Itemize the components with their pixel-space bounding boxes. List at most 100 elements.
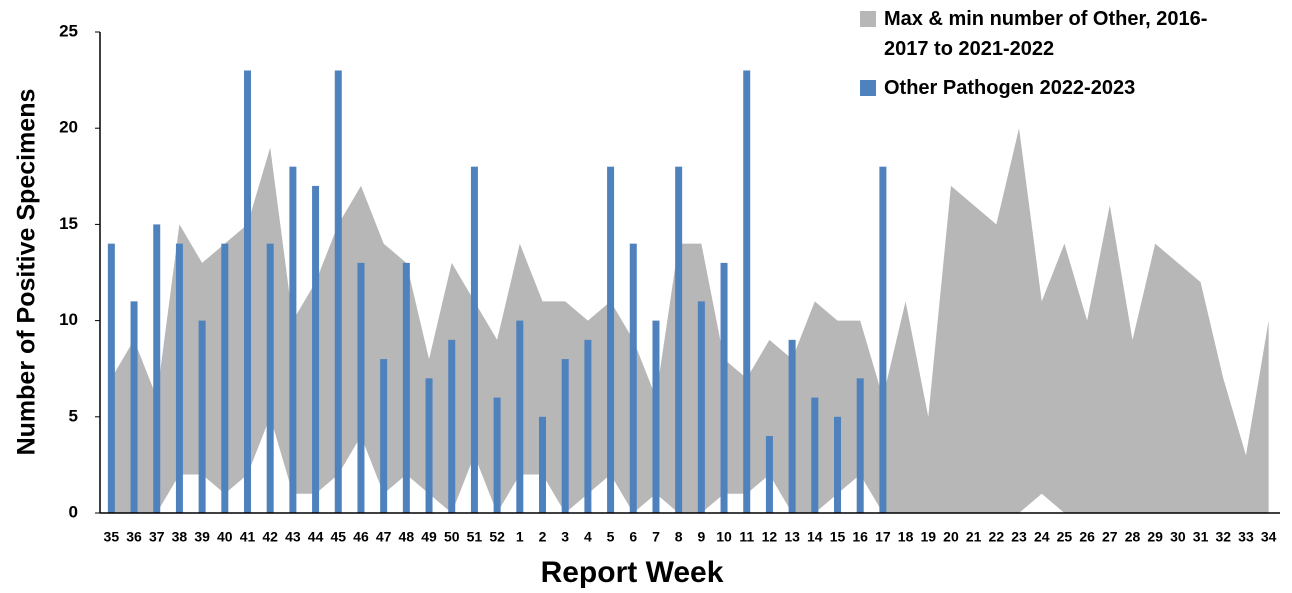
x-tick-label: 12: [762, 529, 778, 545]
bar: [470, 166, 478, 513]
x-tick-label: 43: [285, 529, 301, 545]
bar: [402, 262, 410, 513]
bar: [289, 166, 297, 513]
legend-item: Other Pathogen 2022-2023: [860, 73, 1214, 103]
x-tick-label: 34: [1261, 529, 1277, 545]
x-tick-label: 13: [784, 529, 800, 545]
bar: [107, 243, 115, 513]
bar: [675, 166, 683, 513]
bar: [629, 243, 637, 513]
x-tick-label: 51: [467, 529, 483, 545]
x-tick-label: 18: [898, 529, 914, 545]
range-area: [111, 128, 1269, 513]
x-tick-label: 36: [126, 529, 142, 545]
x-tick-label: 42: [262, 529, 278, 545]
y-axis-title: Number of Positive Specimens: [13, 89, 41, 456]
legend-item: Max & min number of Other, 2016-2017 to …: [860, 4, 1214, 64]
bar: [312, 185, 320, 514]
bar: [516, 320, 524, 513]
bar: [834, 416, 841, 513]
x-tick-label: 26: [1079, 529, 1095, 545]
x-tick-label: 37: [149, 529, 165, 545]
legend-label: Max & min number of Other, 2016-2017 to …: [884, 8, 1208, 60]
legend-swatch: [860, 80, 876, 96]
x-tick-label: 32: [1215, 529, 1231, 545]
bar: [130, 301, 138, 513]
y-tick-label: 25: [59, 21, 78, 40]
x-tick-label: 9: [697, 529, 705, 545]
bar: [244, 70, 251, 513]
x-tick-label: 1: [516, 529, 524, 545]
x-tick-label: 10: [716, 529, 732, 545]
x-tick-label: 48: [399, 529, 415, 545]
x-tick-label: 21: [966, 529, 982, 545]
y-tick-label: 10: [59, 310, 78, 329]
bar: [539, 416, 546, 513]
x-tick-label: 3: [561, 529, 569, 545]
bar: [697, 301, 705, 513]
bar: [493, 397, 501, 513]
x-tick-label: 47: [376, 529, 392, 545]
x-tick-label: 41: [240, 529, 256, 545]
y-tick-label: 5: [69, 406, 78, 425]
y-tick-label: 20: [59, 118, 78, 137]
x-tick-label: 11: [739, 529, 754, 545]
bar: [561, 359, 569, 513]
x-tick-label: 17: [875, 529, 891, 545]
x-tick-label: 15: [830, 529, 846, 545]
x-tick-label: 24: [1034, 529, 1050, 545]
bar: [448, 339, 456, 513]
bar: [425, 378, 433, 513]
x-tick-label: 5: [607, 529, 615, 545]
x-tick-label: 16: [852, 529, 868, 545]
bar: [856, 378, 864, 513]
x-tick-label: 2: [539, 529, 547, 545]
bar: [811, 397, 819, 513]
legend-swatch: [860, 11, 876, 27]
bar: [198, 320, 206, 513]
x-tick-label: 52: [489, 529, 505, 545]
bar: [652, 320, 660, 513]
x-tick-label: 14: [807, 529, 823, 545]
bar: [584, 339, 592, 513]
x-tick-label: 7: [652, 529, 660, 545]
bar: [788, 339, 796, 513]
bar: [153, 224, 161, 513]
x-tick-label: 20: [943, 529, 959, 545]
x-tick-label: 28: [1125, 529, 1141, 545]
x-tick-label: 40: [217, 529, 233, 545]
x-tick-label: 49: [421, 529, 437, 545]
bar: [720, 262, 728, 513]
x-tick-label: 30: [1170, 529, 1186, 545]
x-axis-title: Report Week: [541, 556, 724, 589]
x-tick-label: 39: [194, 529, 210, 545]
bar: [607, 166, 615, 513]
bar: [380, 359, 388, 513]
x-tick-label: 25: [1057, 529, 1073, 545]
bar: [879, 166, 887, 513]
x-tick-label: 19: [920, 529, 936, 545]
x-tick-label: 29: [1147, 529, 1163, 545]
bar: [221, 243, 229, 513]
x-tick-label: 27: [1102, 529, 1118, 545]
y-tick-label: 0: [69, 502, 78, 521]
x-tick-label: 38: [172, 529, 188, 545]
bar: [334, 70, 342, 513]
y-tick-label: 15: [59, 214, 78, 233]
x-tick-label: 22: [989, 529, 1005, 545]
bar: [357, 262, 365, 513]
bar: [175, 243, 183, 513]
x-tick-label: 31: [1193, 529, 1209, 545]
x-tick-label: 4: [584, 529, 592, 545]
x-tick-label: 44: [308, 529, 324, 545]
x-tick-label: 6: [629, 529, 637, 545]
legend-label: Other Pathogen 2022-2023: [884, 77, 1136, 99]
x-tick-label: 23: [1011, 529, 1027, 545]
bar: [765, 436, 773, 513]
bar: [266, 243, 274, 513]
x-tick-label: 33: [1238, 529, 1254, 545]
x-tick-label: 50: [444, 529, 460, 545]
x-tick-label: 46: [353, 529, 369, 545]
